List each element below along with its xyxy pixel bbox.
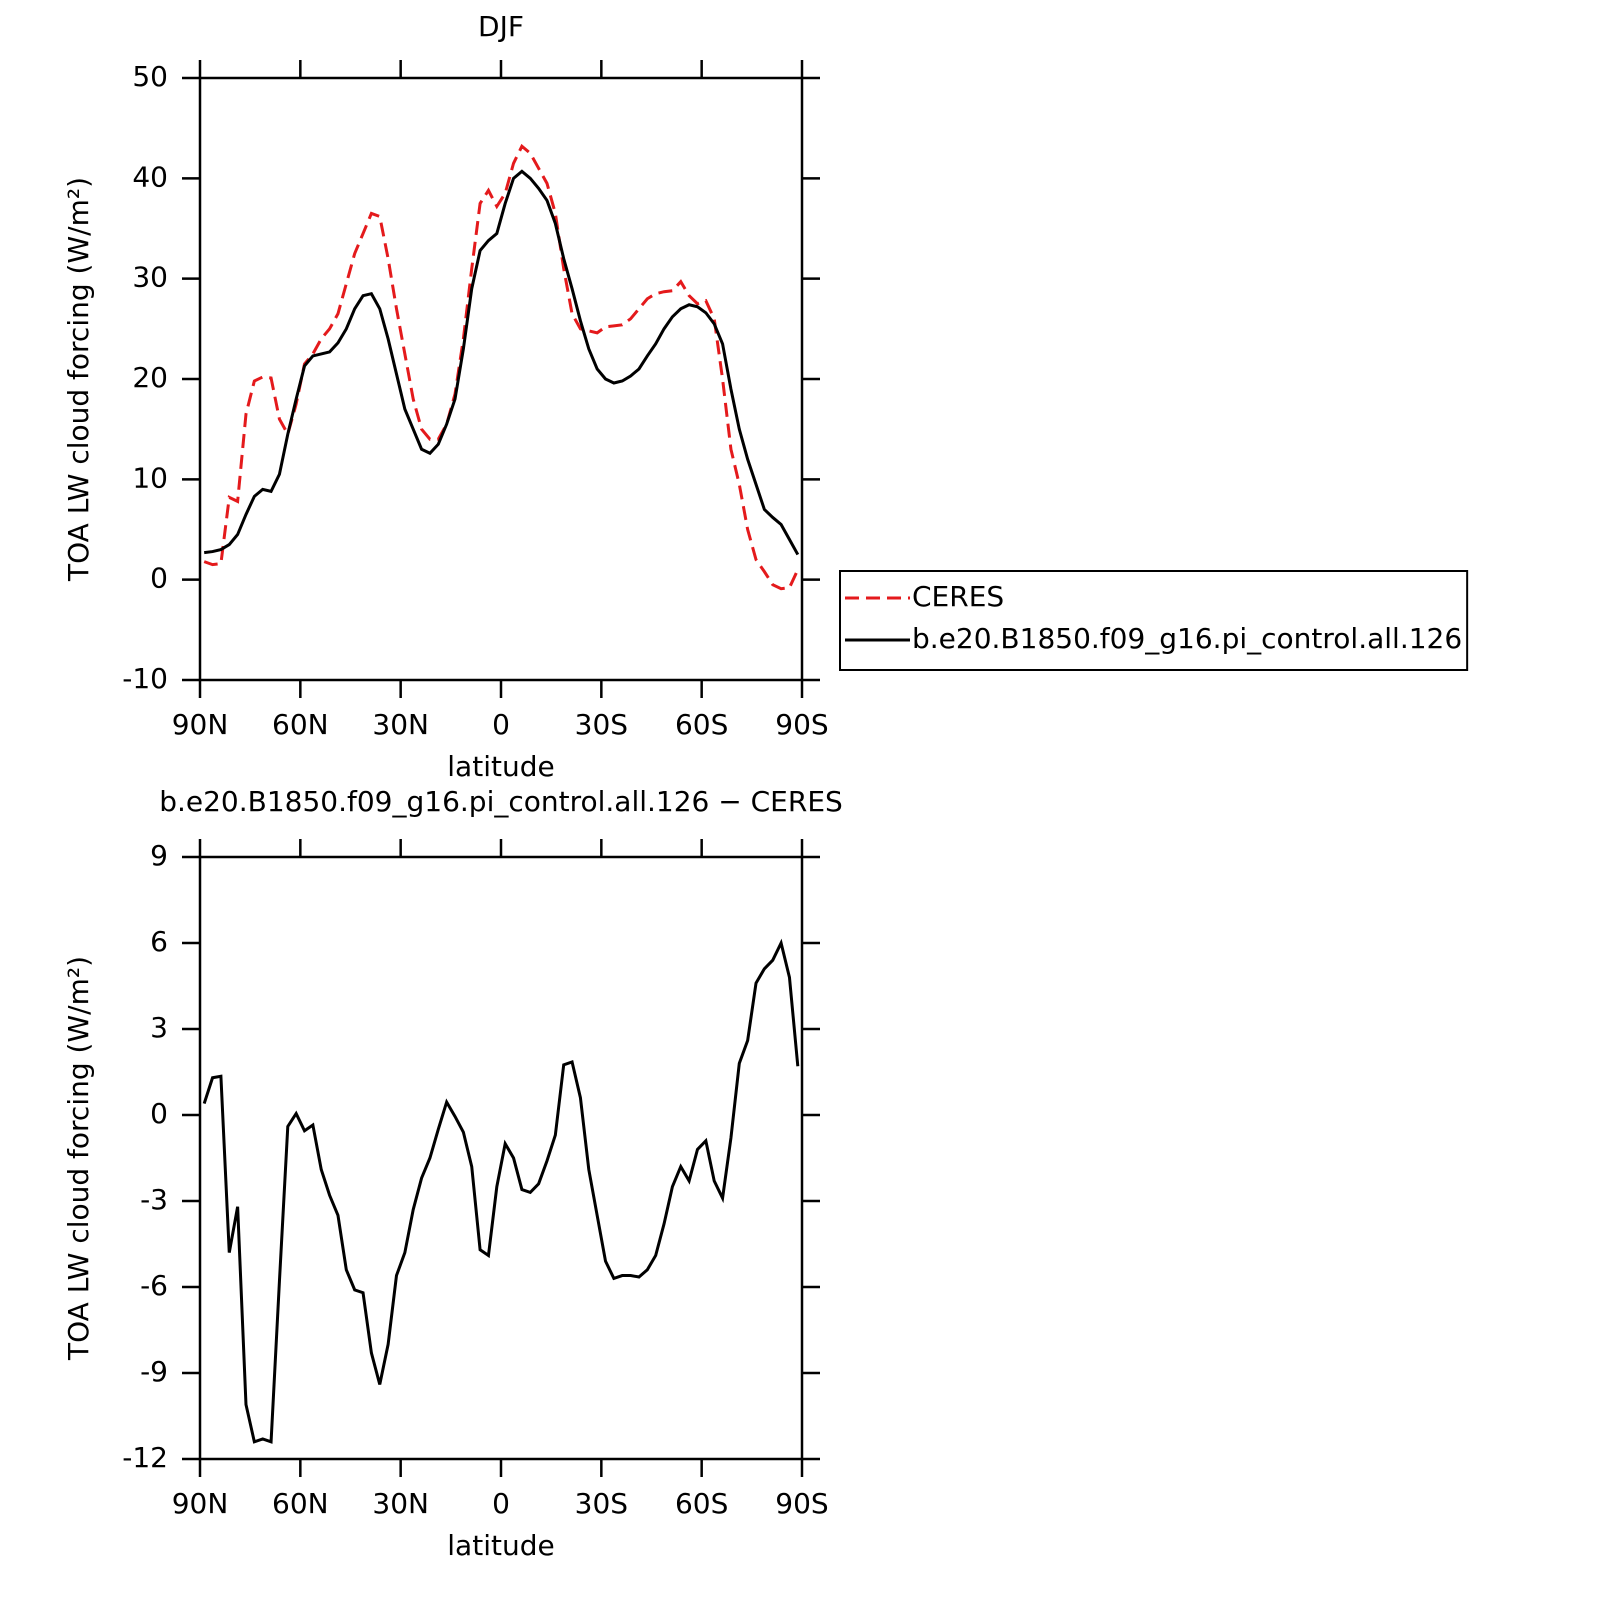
x-axis-label: latitude — [447, 750, 554, 783]
y-tick-label: -6 — [140, 1269, 168, 1302]
x-tick-label: 0 — [492, 1487, 510, 1520]
plot-frame — [198, 76, 804, 682]
x-tick-label: 0 — [492, 708, 510, 741]
legend-box — [839, 570, 1469, 671]
y-tick-label: -10 — [122, 662, 168, 695]
x-tick-label: 90S — [775, 1487, 828, 1520]
x-tick-label: 90N — [172, 1487, 229, 1520]
y-tick-label: 50 — [132, 60, 168, 93]
y-tick-label: 3 — [150, 1011, 168, 1044]
data-line — [202, 938, 800, 1444]
x-axis-label: latitude — [447, 1529, 554, 1562]
data-line — [203, 143, 800, 591]
chart-title: b.e20.B1850.f09_g16.pi_control.all.126 −… — [159, 785, 843, 818]
x-tick-label: 60N — [272, 708, 329, 741]
x-tick-label: 60N — [272, 1487, 329, 1520]
legend-label: b.e20.B1850.f09_g16.pi_control.all.126 — [912, 622, 1462, 655]
y-tick-label: 20 — [132, 361, 168, 394]
y-axis-label: TOA LW cloud forcing (W/m²) — [62, 177, 95, 582]
x-tick-label: 90N — [172, 708, 229, 741]
y-tick-label: 0 — [150, 562, 168, 595]
y-tick-label: 30 — [132, 261, 168, 294]
y-tick-label: -12 — [122, 1441, 168, 1474]
chart-title: DJF — [478, 10, 524, 43]
y-tick-label: 6 — [150, 925, 168, 958]
y-tick-label: 10 — [132, 461, 168, 494]
x-tick-label: 60S — [675, 708, 728, 741]
y-tick-label: -3 — [140, 1183, 168, 1216]
y-tick-label: 0 — [150, 1097, 168, 1130]
x-tick-label: 90S — [775, 708, 828, 741]
data-line — [204, 169, 800, 556]
y-axis-label: TOA LW cloud forcing (W/m²) — [62, 956, 95, 1361]
x-tick-label: 30N — [372, 708, 429, 741]
x-tick-label: 30S — [575, 1487, 628, 1520]
y-tick-label: -9 — [140, 1355, 168, 1388]
x-tick-label: 30N — [372, 1487, 429, 1520]
y-tick-label: 9 — [150, 839, 168, 872]
legend-label: CERES — [912, 580, 1004, 613]
x-tick-label: 60S — [675, 1487, 728, 1520]
x-tick-label: 30S — [575, 708, 628, 741]
y-tick-label: 40 — [132, 160, 168, 193]
